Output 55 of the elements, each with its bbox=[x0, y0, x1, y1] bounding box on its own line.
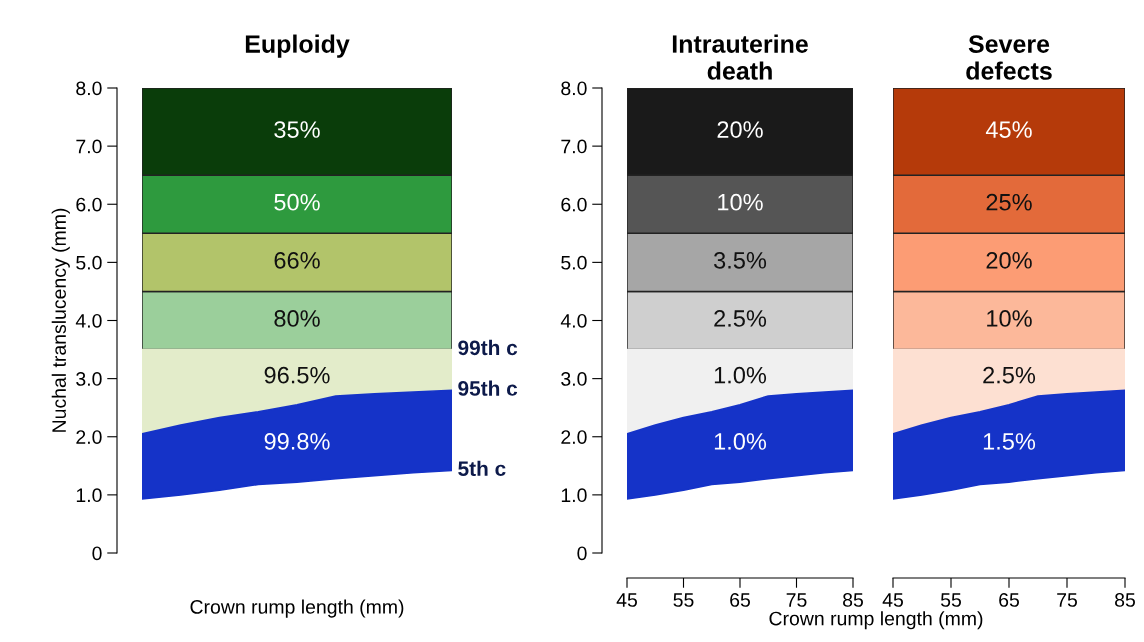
band-label: 45% bbox=[985, 121, 1032, 138]
chart-title: Intrauterine death bbox=[672, 34, 808, 80]
band-label: 2.5% bbox=[714, 310, 767, 327]
y-tick-label: 1.0 bbox=[561, 488, 587, 503]
annotation: 1.0% bbox=[714, 433, 767, 450]
y-tick-label: 0 bbox=[92, 546, 102, 561]
y-tick-label: 8.0 bbox=[561, 81, 587, 96]
chart-title: Euploidy bbox=[245, 34, 350, 58]
x-tick-label: 85 bbox=[843, 593, 863, 607]
series-label: 95th c bbox=[458, 380, 518, 396]
band-label: 20% bbox=[986, 251, 1032, 269]
band-label: 25% bbox=[986, 193, 1032, 211]
y-tick-label: 4.0 bbox=[75, 313, 102, 328]
x-tick-label: 45 bbox=[616, 593, 637, 607]
annotation: 1.5% bbox=[983, 433, 1036, 450]
y-tick-label: 6.0 bbox=[76, 197, 102, 212]
y-axis-title: Nuchal translucency (mm) bbox=[51, 208, 70, 432]
x-tick-label: 75 bbox=[1057, 593, 1077, 607]
y-tick-label: 5.0 bbox=[76, 255, 102, 270]
y-tick-label: 2.0 bbox=[561, 430, 587, 444]
x-axis-title: Crown rump length (mm) bbox=[769, 611, 983, 630]
annotation: 96.5% bbox=[264, 366, 330, 384]
band-label: 3.5% bbox=[713, 251, 767, 269]
band-label: 80% bbox=[274, 310, 320, 327]
x-tick-label: 75 bbox=[786, 593, 807, 607]
y-tick-label: 7.0 bbox=[76, 139, 102, 154]
x-axis-title: Crown rump length (mm) bbox=[190, 599, 404, 618]
chart-title: Severe defects bbox=[966, 35, 1052, 80]
band-label: 20% bbox=[717, 121, 763, 138]
series-label: 99th c bbox=[458, 339, 518, 356]
y-tick-label: 0 bbox=[577, 546, 587, 561]
band-label: 35% bbox=[274, 121, 320, 138]
y-tick-label: 4.0 bbox=[560, 313, 587, 328]
band-label: 10% bbox=[987, 310, 1032, 327]
y-tick-label: 5.0 bbox=[561, 255, 587, 270]
band-label: 10% bbox=[718, 193, 763, 211]
x-tick-label: 65 bbox=[730, 593, 750, 607]
y-tick-label: 3.0 bbox=[561, 372, 587, 386]
y-tick-label: 3.0 bbox=[76, 372, 102, 386]
band-label: 66% bbox=[274, 251, 320, 269]
x-tick-label: 65 bbox=[999, 593, 1019, 607]
y-tick-label: 7.0 bbox=[561, 139, 587, 154]
series-label: 5th c bbox=[458, 460, 506, 477]
band-label: 50% bbox=[274, 193, 320, 211]
x-tick-label: 45 bbox=[882, 593, 903, 607]
x-tick-label: 55 bbox=[673, 593, 694, 607]
y-tick-label: 2.0 bbox=[76, 430, 102, 444]
x-tick-label: 55 bbox=[940, 593, 961, 607]
annotation: 1.0% bbox=[714, 366, 767, 384]
annotation: 2.5% bbox=[983, 366, 1036, 384]
y-tick-label: 6.0 bbox=[561, 197, 587, 212]
x-tick-label: 85 bbox=[1115, 593, 1135, 607]
annotation: 99.8% bbox=[264, 433, 330, 450]
y-tick-label: 1.0 bbox=[76, 488, 102, 503]
y-tick-label: 8.0 bbox=[76, 81, 102, 96]
